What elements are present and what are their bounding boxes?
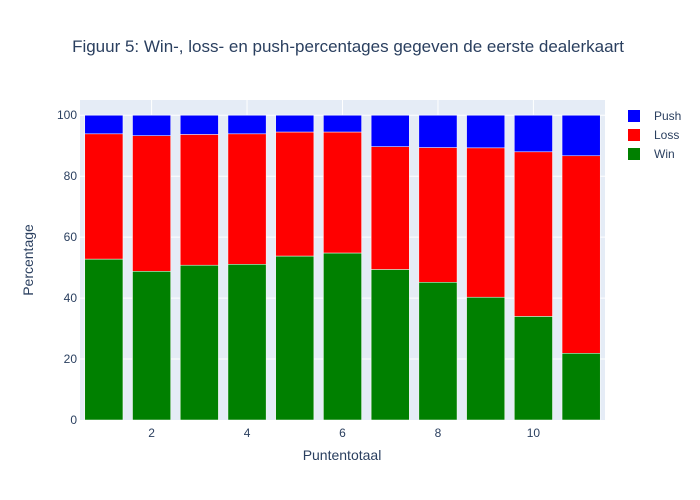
bar-loss	[323, 131, 362, 254]
bar-win	[132, 271, 171, 421]
bar-win	[179, 264, 219, 421]
bar-win	[561, 353, 601, 421]
legend-label: Loss	[654, 128, 679, 142]
chart-title: Figuur 5: Win-, loss- en push-percentage…	[72, 37, 624, 56]
y-tick-label: 100	[57, 108, 77, 122]
legend-item-push[interactable]: Push	[628, 109, 681, 123]
bar-win	[370, 269, 410, 421]
bar-loss	[370, 146, 410, 270]
bar-loss	[561, 155, 601, 354]
bar-loss	[418, 147, 458, 283]
x-tick-label: 4	[244, 426, 251, 440]
bar-win	[466, 296, 506, 421]
x-axis-title: Puntentotaal	[303, 447, 382, 463]
bar-loss	[84, 133, 124, 260]
bar-loss	[227, 133, 267, 265]
bars	[84, 114, 601, 421]
bar-loss	[514, 151, 553, 317]
y-axis-title: Percentage	[20, 224, 36, 296]
bar-push	[418, 114, 458, 148]
x-tick-label: 2	[148, 426, 155, 440]
x-tick-label: 6	[339, 426, 346, 440]
y-tick-label: 80	[64, 169, 78, 183]
bar-push	[84, 114, 124, 135]
bar-loss	[275, 131, 315, 257]
legend-label: Push	[654, 109, 681, 123]
bar-push	[561, 114, 601, 157]
legend-item-win[interactable]: Win	[628, 147, 675, 161]
y-tick-label: 0	[70, 413, 77, 427]
bar-push	[132, 114, 171, 136]
bar-win	[323, 252, 362, 421]
legend-label: Win	[654, 147, 675, 161]
bar-win	[418, 281, 458, 421]
legend-swatch	[628, 110, 640, 122]
x-axis-ticks: 2 4 6 8 10	[148, 426, 540, 440]
x-tick-label: 10	[527, 426, 541, 440]
bar-win	[227, 264, 267, 421]
bar-win	[514, 316, 553, 421]
bar-push	[514, 114, 553, 153]
bar-loss	[466, 147, 506, 298]
y-axis-ticks: 0 20 40 60 80 100	[57, 108, 77, 427]
bar-push	[323, 114, 362, 133]
y-tick-label: 20	[64, 352, 78, 366]
bar-loss	[179, 134, 219, 266]
x-tick-label: 8	[435, 426, 442, 440]
y-tick-label: 40	[64, 291, 78, 305]
legend-swatch	[628, 129, 640, 141]
bar-push	[466, 114, 506, 149]
y-tick-label: 60	[64, 230, 78, 244]
bar-push	[179, 114, 219, 135]
bar-win	[275, 255, 315, 421]
bar-push	[227, 114, 267, 135]
bar-push	[275, 114, 315, 133]
bar-win	[84, 258, 124, 421]
legend-item-loss[interactable]: Loss	[628, 128, 679, 142]
bar-push	[370, 114, 410, 147]
bar-loss	[132, 135, 171, 272]
legend-swatch	[628, 148, 640, 160]
legend: Push Loss Win	[628, 109, 681, 161]
